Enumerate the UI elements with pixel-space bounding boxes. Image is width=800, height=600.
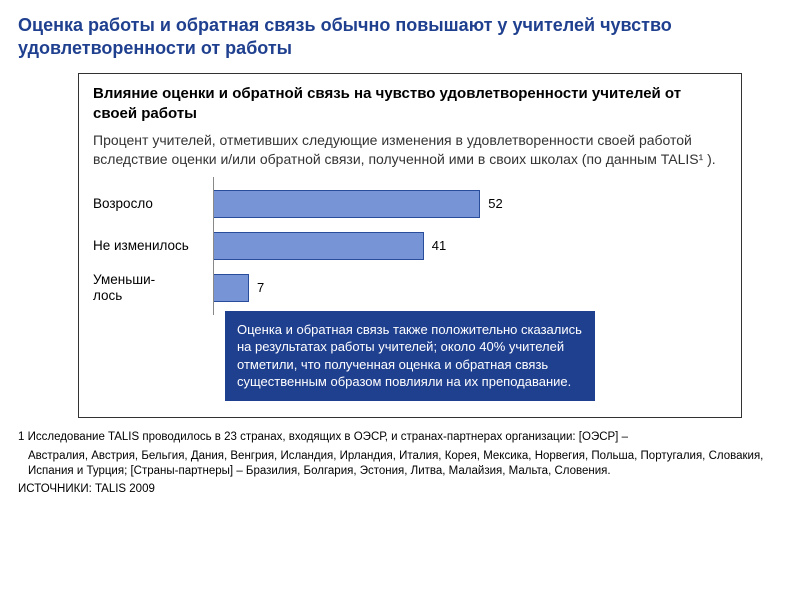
bar-row: Возросло 52 bbox=[93, 183, 727, 225]
bar-label: Уменьши- лось bbox=[93, 272, 213, 304]
bar-row: Уменьши- лось 7 bbox=[93, 267, 727, 309]
footnote-line1: 1 Исследование TALIS проводилось в 23 ст… bbox=[18, 430, 782, 445]
axis-line bbox=[213, 261, 214, 315]
panel-description: Процент учителей, отметивших следующие и… bbox=[93, 131, 727, 169]
bar-label: Возросло bbox=[93, 196, 213, 212]
footnote-line2: Австралия, Австрия, Бельгия, Дания, Венг… bbox=[18, 449, 782, 479]
chart-panel: Влияние оценки и обратной связь на чувст… bbox=[78, 73, 742, 418]
bar-label: Не изменилось bbox=[93, 238, 213, 254]
bar-track: 7 bbox=[213, 267, 727, 309]
bar bbox=[213, 190, 480, 218]
bar-value: 52 bbox=[488, 196, 502, 211]
bar-row: Не изменилось 41 bbox=[93, 225, 727, 267]
bar-track: 52 bbox=[213, 183, 727, 225]
callout-box: Оценка и обратная связь также положитель… bbox=[225, 311, 595, 401]
bar-track: 41 bbox=[213, 225, 727, 267]
bar bbox=[213, 232, 424, 260]
panel-heading: Влияние оценки и обратной связь на чувст… bbox=[93, 84, 727, 123]
source-label: ИСТОЧНИКИ: TALIS 2009 bbox=[18, 483, 782, 495]
bar-value: 41 bbox=[432, 238, 446, 253]
bar-chart: Возросло 52 Не изменилось 41 Уменьши- лось 7 bbox=[93, 183, 727, 309]
page-title: Оценка работы и обратная связь обычно по… bbox=[18, 14, 782, 59]
bar bbox=[213, 274, 249, 302]
bar-value: 7 bbox=[257, 280, 264, 295]
